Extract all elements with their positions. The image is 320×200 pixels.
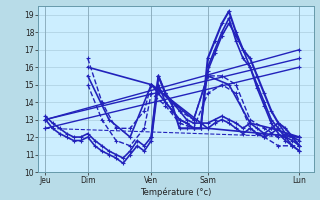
X-axis label: Température (°c): Température (°c) xyxy=(140,188,212,197)
